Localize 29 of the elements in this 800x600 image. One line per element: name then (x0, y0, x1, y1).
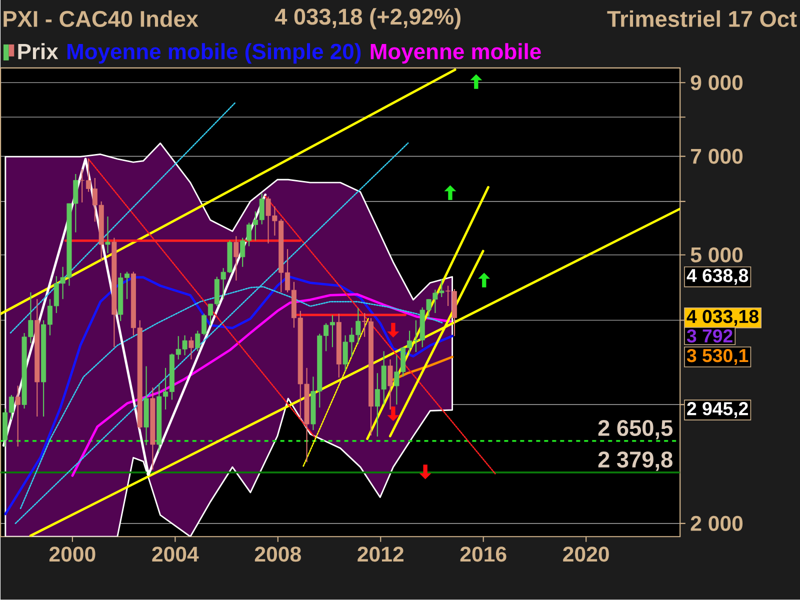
text: Trimestriel 17 Oct (607, 10, 797, 28)
y-tick-label: 2 000 (690, 516, 743, 532)
x-tick-label: 2000 (49, 546, 96, 562)
candlestick (388, 359, 393, 410)
x-tick-label: 2016 (460, 546, 506, 562)
chart-title: PXI - CAC40 Index (4, 10, 198, 28)
line-series (71, 293, 452, 478)
candlestick (15, 385, 20, 448)
ref-line-label: 2 650,5 (598, 420, 672, 440)
y-tick-label: 9 000 (690, 75, 743, 90)
text: Moyenne mobile (Simple 20) (68, 43, 361, 64)
ref-line-label: 2 379,8 (598, 452, 672, 472)
chart-subtitle: 4 033,18 (+2,92%) (274, 8, 460, 30)
x-tick-label: 2004 (152, 546, 199, 562)
legend-label: Prix (18, 43, 58, 60)
x-tick-label: 2020 (563, 546, 609, 562)
y-tick-label: 5 000 (690, 248, 743, 263)
text: 3 530,1 (686, 349, 748, 366)
text: 3 792 (686, 330, 732, 343)
text: Moyenne mobile (370, 43, 541, 64)
candlestick (188, 336, 194, 360)
x-tick-label: 2012 (358, 546, 404, 562)
text: 4 033,18 (686, 310, 758, 326)
x-tick-label: 2008 (254, 546, 301, 562)
candlestick (105, 216, 110, 254)
text: 4 638,8 (686, 269, 748, 286)
text: 2 945,2 (687, 402, 748, 418)
y-tick-label: 7 000 (691, 148, 743, 164)
candlestick (234, 236, 239, 282)
